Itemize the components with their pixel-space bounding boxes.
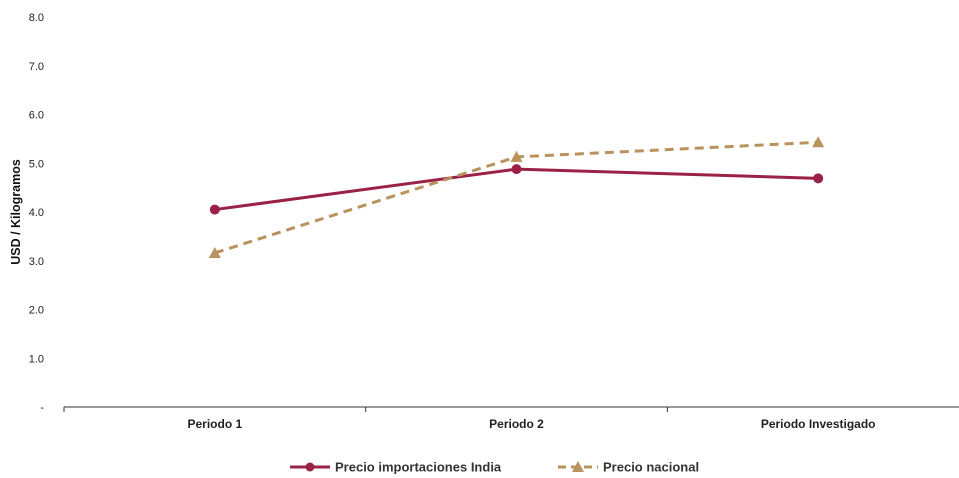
legend-item: Precio importaciones India — [290, 460, 502, 475]
data-point — [813, 173, 824, 184]
series-line — [214, 167, 819, 212]
x-tick-label: Periodo 2 — [489, 417, 544, 431]
y-axis-title: USD / Kilogramos — [9, 159, 23, 265]
series-precio-nacional — [208, 136, 825, 258]
y-tick-label: 2.0 — [29, 305, 44, 317]
y-tick-label: 6.0 — [29, 110, 44, 122]
y-tick-label: 3.0 — [29, 256, 44, 268]
x-tick-label: Periodo Investigado — [761, 417, 876, 431]
y-axis-ticks: - 1.0 2.0 3.0 4.0 5.0 6.0 7.0 8.0 — [29, 12, 45, 414]
legend-label: Precio nacional — [603, 460, 699, 475]
legend: Precio importaciones India Precio naciona… — [290, 460, 699, 475]
legend-label: Precio importaciones India — [335, 460, 502, 475]
legend-marker — [305, 462, 315, 472]
data-point — [209, 204, 220, 215]
data-point — [208, 246, 221, 258]
y-tick-label: - — [40, 402, 44, 414]
x-tick-label: Periodo 1 — [187, 417, 242, 431]
series-layer — [208, 136, 825, 258]
legend-item: Precio nacional — [558, 460, 699, 475]
data-point — [511, 164, 522, 175]
data-point — [812, 136, 825, 148]
series-precio-importaciones-india — [209, 164, 824, 215]
legend-marker — [572, 461, 584, 472]
data-point — [510, 150, 523, 162]
y-tick-label: 8.0 — [29, 12, 44, 24]
y-tick-label: 4.0 — [29, 207, 44, 219]
y-tick-label: 7.0 — [29, 61, 44, 73]
y-tick-label: 5.0 — [29, 158, 44, 170]
x-axis: Periodo 1 Periodo 2 Periodo Investigado — [63, 406, 959, 431]
y-tick-label: 1.0 — [29, 353, 44, 365]
